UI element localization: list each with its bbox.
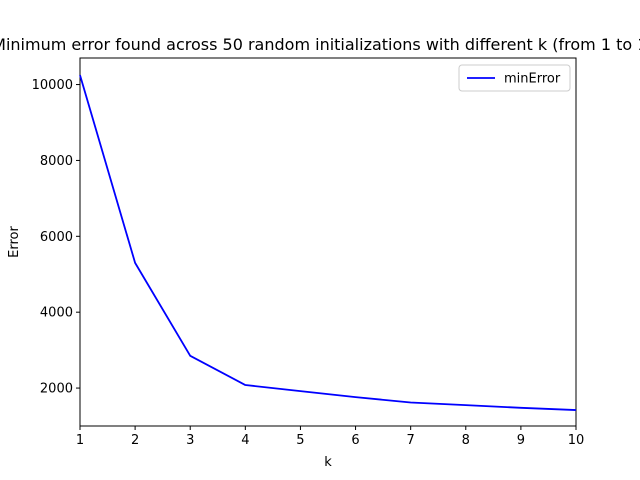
y-axis-label: Error	[7, 226, 22, 258]
series-line-minError	[79, 74, 577, 411]
x-tick-label: 7	[407, 433, 415, 448]
y-tick-label: 8000	[40, 154, 73, 169]
x-tick-label: 4	[241, 433, 249, 448]
x-tick-label: 10	[568, 433, 585, 448]
x-axis-label: k	[324, 455, 332, 470]
x-tick-label: 1	[76, 433, 84, 448]
x-tick-label: 2	[131, 433, 139, 448]
x-tick-label: 6	[351, 433, 359, 448]
legend-label-minError: minError	[504, 72, 561, 87]
y-tick-label: 6000	[40, 230, 73, 245]
legend: minError	[458, 64, 571, 92]
y-tick-label: 2000	[40, 382, 73, 397]
series-layer	[79, 74, 577, 411]
chart-title: Minimum error found across 50 random ini…	[0, 35, 640, 54]
plot-area	[79, 57, 577, 427]
x-tick-label: 9	[517, 433, 525, 448]
x-axis: 1 2 3 4 5 6 7 8 9 10	[76, 426, 584, 448]
y-axis: 2000 4000 6000 8000 10000	[32, 78, 80, 397]
legend-box	[458, 64, 571, 92]
x-tick-label: 8	[462, 433, 470, 448]
x-tick-label: 3	[186, 433, 194, 448]
y-tick-label: 10000	[32, 78, 73, 93]
x-tick-label: 5	[296, 433, 304, 448]
y-tick-label: 4000	[40, 306, 73, 321]
